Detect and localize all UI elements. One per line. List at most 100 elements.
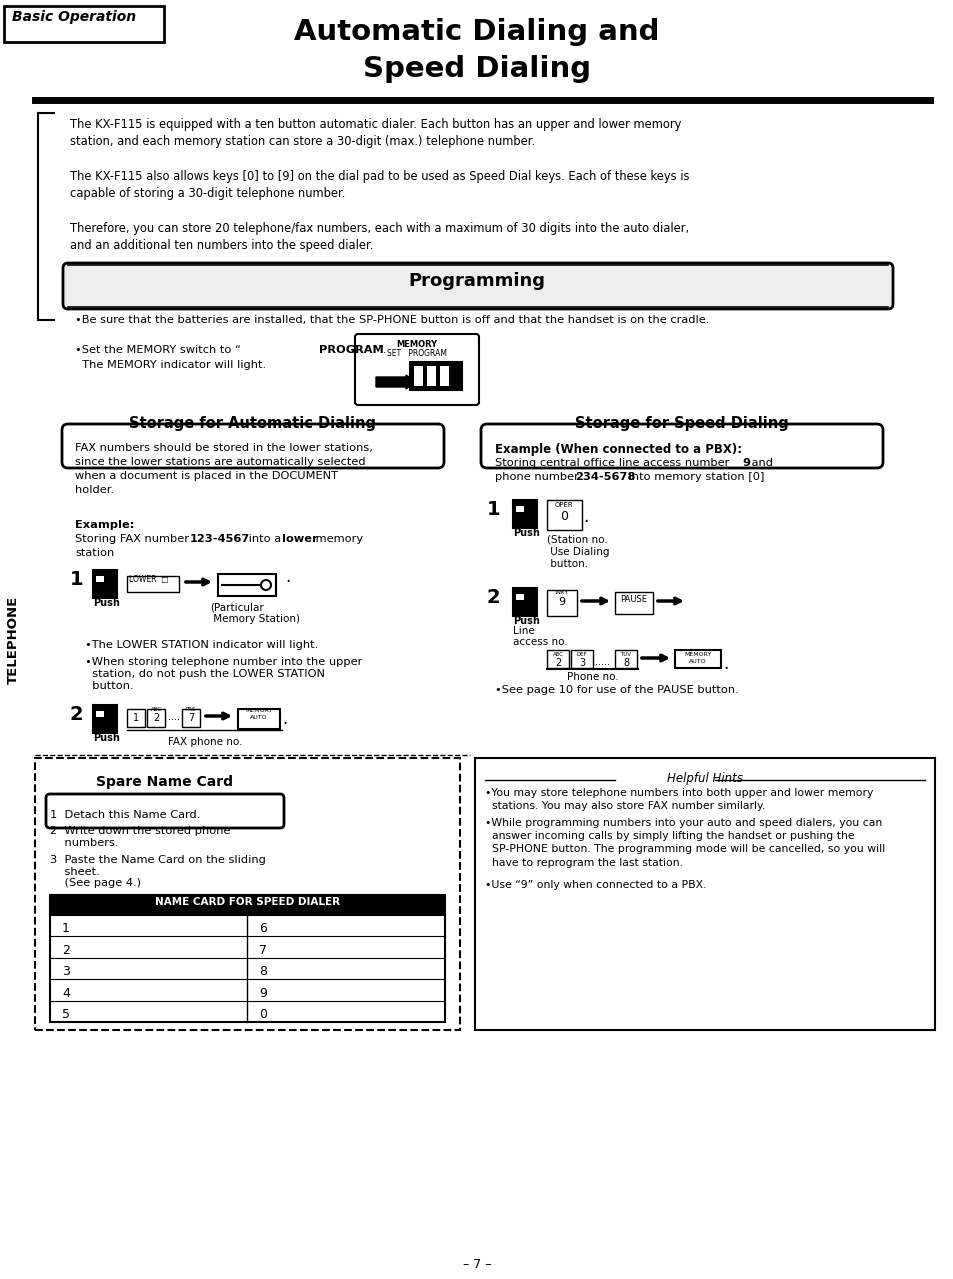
Text: MEMORY: MEMORY [396,340,437,349]
Bar [427,366,436,386]
Text: .: . [722,655,727,673]
Text: Storage for Automatic Dialing: Storage for Automatic Dialing [130,416,376,431]
Text: ABC: ABC [151,707,161,712]
Text: Storing central office line access number: Storing central office line access numbe… [495,458,732,468]
Bar [182,709,200,726]
Text: .: . [282,710,287,728]
Bar [96,576,104,582]
FancyBboxPatch shape [480,425,882,468]
Text: 7: 7 [188,712,193,723]
FancyBboxPatch shape [355,334,478,405]
Text: 4: 4 [62,986,70,1000]
Text: and: and [747,458,772,468]
Text: .: . [582,508,588,526]
Bar [516,593,523,600]
Text: Basic Operation: Basic Operation [12,10,136,24]
Bar [546,650,568,668]
Text: 0: 0 [258,1008,267,1021]
Text: Helpful Hints: Helpful Hints [666,773,742,785]
Text: Therefore, you can store 20 telephone/fax numbers, each with a maximum of 30 dig: Therefore, you can store 20 telephone/fa… [70,223,688,252]
Text: Spare Name Card: Spare Name Card [96,775,233,789]
Text: Use Dialing: Use Dialing [546,547,609,556]
Text: PROGRAM: PROGRAM [318,345,383,356]
Bar [546,500,581,530]
Bar [147,709,165,726]
Bar [410,362,461,390]
Text: 3: 3 [578,657,584,668]
Text: WXY: WXY [555,590,569,595]
FancyBboxPatch shape [62,425,443,468]
Text: •You may store telephone numbers into both upper and lower memory
  stations. Yo: •You may store telephone numbers into bo… [484,788,872,811]
Text: MEMORY: MEMORY [683,652,711,657]
Text: 2: 2 [486,588,500,608]
Text: The KX-F115 is equipped with a ten button automatic dialer. Each button has an u: The KX-F115 is equipped with a ten butto… [70,118,680,148]
Text: button.: button. [85,680,133,691]
Text: Programming: Programming [408,272,545,290]
Text: AUTO: AUTO [250,715,268,720]
Text: 3  Paste the Name Card on the sliding
    sheet.
    (See page 4.): 3 Paste the Name Card on the sliding she… [50,854,266,888]
Text: •Be sure that the batteries are installed, that the SP-PHONE button is off and t: •Be sure that the batteries are installe… [75,315,709,325]
Text: 9: 9 [558,597,565,608]
Text: •Set the MEMORY switch to “: •Set the MEMORY switch to “ [75,345,240,356]
Text: •While programming numbers into your auto and speed dialers, you can
  answer in: •While programming numbers into your aut… [484,819,884,867]
Text: (Station no.: (Station no. [546,535,607,545]
Text: into memory station [0]: into memory station [0] [624,472,763,482]
Bar [513,588,537,616]
Text: OPER: OPER [554,501,573,508]
Text: 2: 2 [152,712,159,723]
Text: TELEPHONE: TELEPHONE [7,596,19,684]
Text: 1: 1 [486,500,500,519]
Bar [127,576,179,592]
Text: 2: 2 [555,657,560,668]
Text: 1: 1 [132,712,139,723]
Text: 6: 6 [258,922,267,935]
Bar [127,709,145,726]
FancyArrow shape [375,375,416,389]
Text: DEF: DEF [576,652,587,657]
Text: 7: 7 [258,944,267,957]
Text: into a: into a [245,535,284,544]
Text: 9: 9 [258,986,267,1000]
FancyBboxPatch shape [4,6,164,42]
Text: 2: 2 [70,705,84,724]
Bar [571,650,593,668]
Bar [546,590,577,616]
Text: Example (When connected to a PBX):: Example (When connected to a PBX): [495,443,741,457]
Text: FAX numbers should be stored in the lower stations,
since the lower stations are: FAX numbers should be stored in the lowe… [75,443,373,495]
Text: button.: button. [546,559,587,569]
Text: •When storing telephone number into the upper: •When storing telephone number into the … [85,657,362,668]
Text: Automatic Dialing and: Automatic Dialing and [294,18,659,46]
Text: 234-5678: 234-5678 [575,472,635,482]
Text: station, do not push the LOWER STATION: station, do not push the LOWER STATION [85,669,325,679]
Text: 2  Write down the stored phone
    numbers.: 2 Write down the stored phone numbers. [50,826,231,848]
FancyBboxPatch shape [63,263,892,310]
Bar [50,895,444,914]
Text: AUTO: AUTO [688,659,706,664]
Text: 8: 8 [622,657,628,668]
Bar [414,366,422,386]
Bar [516,506,523,512]
Text: 1: 1 [70,570,84,590]
Text: ABC: ABC [552,652,563,657]
Text: 3: 3 [62,966,70,978]
Text: 8: 8 [258,966,267,978]
Bar [513,500,537,528]
Bar [412,365,459,388]
Text: NAME CARD FOR SPEED DIALER: NAME CARD FOR SPEED DIALER [154,897,339,907]
Text: •Use “9” only when connected to a PBX.: •Use “9” only when connected to a PBX. [484,880,706,890]
FancyBboxPatch shape [46,794,284,828]
Text: Push: Push [513,528,539,538]
Bar [237,709,280,729]
Text: station: station [75,547,114,558]
Bar [615,592,652,614]
Bar [50,914,444,1022]
Text: ”.: ”. [376,345,386,356]
Text: Push: Push [513,616,539,625]
Bar [615,650,637,668]
Text: Push: Push [92,599,120,608]
Text: TUV: TUV [619,652,631,657]
Text: .: . [285,568,290,586]
Text: 2: 2 [62,944,70,957]
Bar [96,711,104,718]
Text: access no.: access no. [513,637,567,647]
